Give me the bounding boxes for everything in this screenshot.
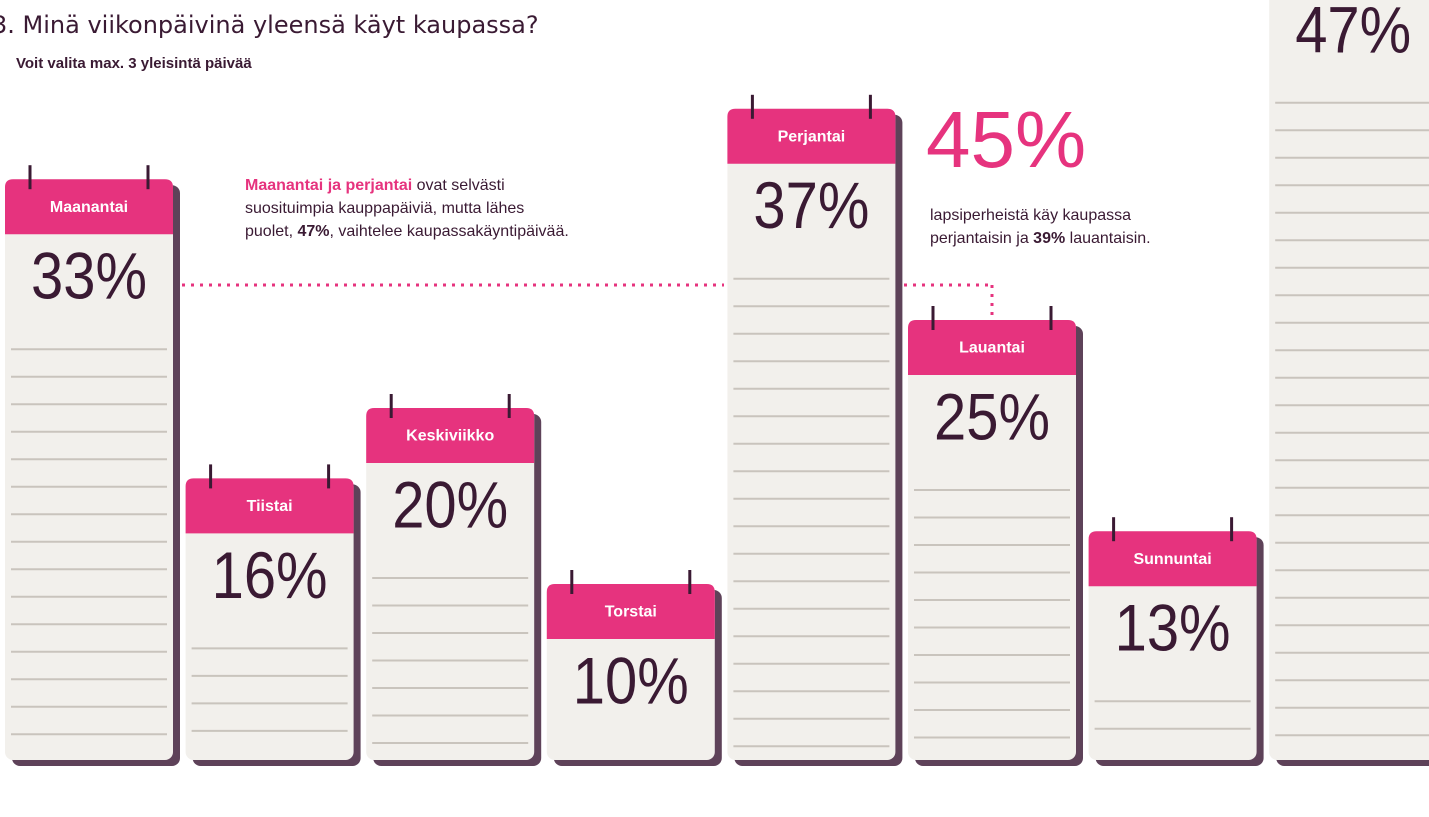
category-label: Keskiviikko bbox=[406, 428, 494, 445]
category-label: Torstai bbox=[605, 604, 657, 621]
value-label: 13% bbox=[1115, 591, 1231, 665]
value-label: 25% bbox=[934, 379, 1050, 453]
bar bbox=[727, 108, 896, 761]
bar-header bbox=[185, 478, 354, 534]
annotation-part: perjantaisin ja bbox=[930, 230, 1033, 247]
bars: Maanantai 33% Tiistai 16% Keskiviikko 20% Tors… bbox=[5, 0, 1429, 767]
bar-header bbox=[546, 584, 715, 639]
annotation-part: , vaihtelee kaupassakäyntipäivää. bbox=[330, 223, 569, 240]
chart-title: 3. Minä viikonpäivinä yleensä käyt kaupa… bbox=[0, 11, 539, 39]
annotation-part: puolet, bbox=[245, 223, 297, 240]
value-label: 16% bbox=[212, 538, 328, 612]
connector bbox=[182, 283, 994, 330]
bar-header bbox=[1088, 531, 1257, 587]
value-label: 47% bbox=[1295, 0, 1411, 66]
annotation: lapsiperheistä käy kaupassa bbox=[930, 207, 1131, 224]
annotation-part: 39% bbox=[1033, 230, 1065, 247]
bar-header bbox=[727, 108, 896, 164]
bar bbox=[185, 478, 354, 760]
category-label: Lauantai bbox=[959, 340, 1025, 357]
bar-header bbox=[5, 179, 173, 235]
category-label: Maanantai bbox=[50, 199, 128, 216]
category-label: Sunnuntai bbox=[1133, 551, 1211, 568]
category-label: Tiistai bbox=[247, 498, 293, 515]
bar-header bbox=[366, 408, 535, 463]
value-label: 20% bbox=[392, 467, 508, 541]
bar bbox=[1088, 531, 1257, 760]
bar bbox=[1269, 0, 1429, 760]
value-label: 37% bbox=[753, 168, 869, 242]
bar bbox=[366, 408, 535, 760]
value-label: 33% bbox=[31, 239, 147, 313]
annotation-part: Maanantai ja perjantai bbox=[245, 177, 412, 194]
bar bbox=[908, 320, 1076, 760]
bar bbox=[5, 179, 173, 760]
annotation: Maanantai ja perjantai ovat selvästi bbox=[245, 177, 505, 194]
annotation-part: ovat selvästi bbox=[412, 177, 504, 194]
annotation-big: 45% bbox=[926, 95, 1086, 184]
category-label: Perjantai bbox=[778, 129, 846, 146]
value-label: 10% bbox=[573, 643, 689, 717]
chart-subtitle: Voit valita max. 3 yleisintä päivää bbox=[16, 55, 252, 72]
annotation-part: 47% bbox=[297, 223, 329, 240]
annotation: suosituimpia kauppapäiviä, mutta lähes bbox=[245, 200, 524, 217]
bar-header bbox=[908, 320, 1076, 375]
annotation: puolet, 47%, vaihtelee kaupassakäyntipäi… bbox=[245, 223, 569, 240]
annotation: perjantaisin ja 39% lauantaisin. bbox=[930, 230, 1151, 247]
annotation-part: lauantaisin. bbox=[1065, 230, 1150, 247]
